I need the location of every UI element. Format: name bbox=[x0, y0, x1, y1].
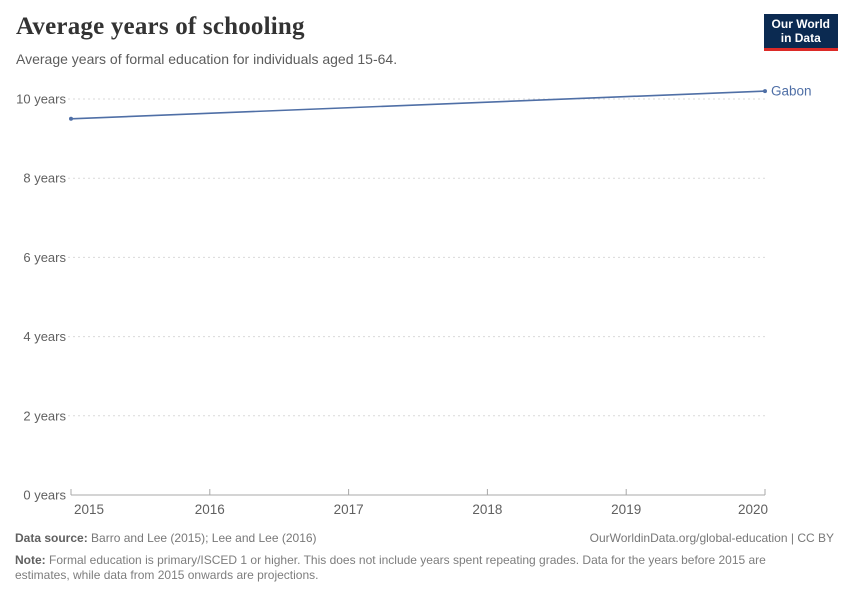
series-line bbox=[70, 90, 766, 120]
attribution-link[interactable]: OurWorldinData.org/global-education | CC… bbox=[589, 531, 834, 545]
y-axis-label: 6 years bbox=[23, 250, 66, 265]
page-title: Average years of schooling bbox=[16, 13, 305, 40]
page-subtitle: Average years of formal education for in… bbox=[16, 51, 398, 67]
data-source: Data source: Barro and Lee (2015); Lee a… bbox=[15, 531, 317, 545]
series-endpoint-dot bbox=[763, 89, 767, 94]
note-text: Formal education is primary/ISCED 1 or h… bbox=[15, 553, 766, 582]
logo-text-line1: Our World bbox=[771, 17, 830, 31]
x-axis-label: 2015 bbox=[74, 502, 104, 517]
x-axis-label: 2016 bbox=[195, 502, 225, 517]
logo-text-line2: in Data bbox=[780, 30, 821, 45]
chart-note: Note: Formal education is primary/ISCED … bbox=[15, 553, 817, 582]
data-source-value: Barro and Lee (2015); Lee and Lee (2016) bbox=[91, 531, 317, 545]
y-axis-label: 10 years bbox=[16, 92, 66, 107]
owid-logo: Our World in Data bbox=[763, 14, 838, 51]
x-axis-label: 2020 bbox=[738, 502, 768, 517]
data-source-label: Data source: bbox=[15, 531, 88, 545]
x-axis-label: 2018 bbox=[472, 502, 502, 517]
y-axis-label: 2 years bbox=[23, 408, 66, 423]
chart-footer: Data source: Barro and Lee (2015); Lee a… bbox=[15, 531, 834, 582]
x-axis-label: 2019 bbox=[611, 502, 641, 517]
series-label: Gabon bbox=[771, 84, 812, 99]
y-axis-label: 0 years bbox=[23, 488, 66, 503]
series-endpoint-dot bbox=[69, 116, 73, 121]
note-label: Note: bbox=[15, 553, 46, 567]
line-chart: 0 years 2 years 4 years 6 years 8 years 10 ye… bbox=[16, 84, 812, 517]
y-axis-label: 4 years bbox=[23, 329, 66, 344]
source-row: Data source: Barro and Lee (2015); Lee a… bbox=[15, 531, 834, 545]
x-axis-label: 2017 bbox=[334, 502, 364, 517]
y-axis-label: 8 years bbox=[23, 171, 66, 186]
